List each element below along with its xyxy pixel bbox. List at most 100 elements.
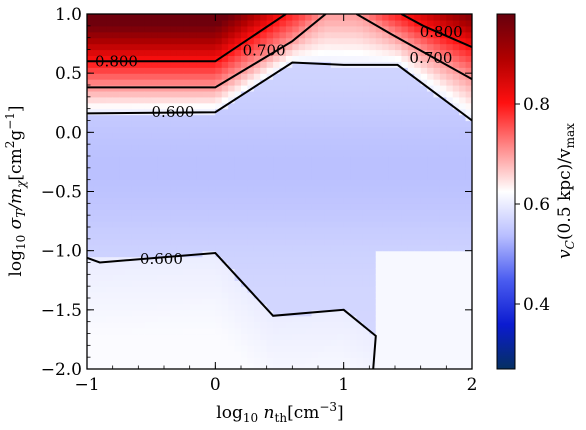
heatmap-cell: [343, 49, 351, 57]
heatmap-cell: [375, 132, 383, 139]
heatmap-cell: [382, 161, 390, 169]
heatmap-cell: [131, 67, 139, 74]
heatmap-cell: [183, 25, 191, 33]
heatmap-cell: [93, 156, 101, 163]
heatmap-cell: [170, 132, 178, 139]
heatmap-cell: [395, 351, 403, 358]
heatmap-cell: [260, 19, 268, 27]
heatmap-cell: [119, 138, 127, 145]
heatmap-cell: [324, 102, 332, 110]
heatmap-cell: [164, 268, 172, 275]
heatmap-cell: [407, 286, 415, 293]
heatmap-cell: [395, 256, 403, 264]
heatmap-cell: [465, 19, 472, 27]
heatmap-cell: [279, 61, 287, 68]
heatmap-cell: [427, 96, 435, 104]
heatmap-cell: [266, 215, 274, 222]
heatmap-cell: [273, 14, 281, 21]
heatmap-cell: [253, 85, 261, 92]
heatmap-cell: [285, 25, 293, 33]
heatmap-cell: [266, 286, 274, 293]
heatmap-cell: [170, 209, 178, 216]
heatmap-cell: [221, 191, 229, 199]
heatmap-cell: [298, 43, 306, 51]
heatmap-cell: [395, 150, 403, 157]
heatmap-cell: [215, 14, 223, 21]
heatmap-cell: [318, 144, 326, 151]
heatmap-cell: [407, 138, 415, 145]
heatmap-cell: [420, 363, 428, 369]
heatmap-cell: [356, 203, 364, 210]
heatmap-cell: [208, 179, 216, 187]
heatmap-cell: [298, 280, 306, 287]
heatmap-cell: [343, 156, 351, 163]
heatmap-cell: [228, 221, 236, 228]
heatmap-cell: [253, 238, 261, 246]
heatmap-cell: [119, 179, 127, 187]
heatmap-cell: [285, 238, 293, 246]
heatmap-cell: [330, 150, 338, 157]
heatmap-cell: [395, 209, 403, 216]
heatmap-cell: [273, 161, 281, 169]
heatmap-cell: [119, 298, 127, 305]
heatmap-cell: [144, 215, 152, 222]
heatmap-cell: [196, 274, 204, 281]
heatmap-cell: [260, 167, 268, 175]
heatmap-cell: [144, 203, 152, 210]
heatmap-cell: [93, 19, 101, 27]
heatmap-cell: [125, 161, 133, 169]
heatmap-cell: [208, 232, 216, 240]
heatmap-cell: [330, 345, 338, 352]
heatmap-cell: [279, 298, 287, 305]
heatmap-cell: [459, 244, 467, 252]
heatmap-cell: [260, 363, 268, 369]
heatmap-cell: [202, 179, 210, 187]
heatmap-cell: [234, 286, 242, 293]
heatmap-cell: [273, 191, 281, 199]
heatmap-cell: [189, 321, 197, 329]
heatmap-cell: [279, 108, 287, 116]
heatmap-cell: [395, 79, 403, 86]
heatmap-cell: [208, 280, 216, 287]
heatmap-cell: [401, 298, 409, 305]
heatmap-cell: [189, 132, 197, 139]
heatmap-cell: [260, 156, 268, 163]
heatmap-cell: [176, 14, 184, 21]
heatmap-cell: [420, 138, 428, 145]
heatmap-cell: [125, 138, 133, 145]
heatmap-cell: [87, 309, 95, 317]
heatmap-cell: [183, 185, 191, 193]
heatmap-cell: [241, 43, 249, 51]
heatmap-cell: [106, 19, 114, 27]
heatmap-cell: [202, 55, 210, 62]
heatmap-cell: [356, 96, 364, 104]
heatmap-cell: [330, 43, 338, 51]
heatmap-cell: [106, 67, 114, 74]
heatmap-cell: [183, 167, 191, 175]
heatmap-cell: [176, 303, 184, 311]
heatmap-cell: [292, 333, 300, 341]
heatmap-cell: [131, 90, 139, 98]
heatmap-cell: [196, 161, 204, 169]
heatmap-cell: [183, 309, 191, 317]
heatmap-cell: [433, 85, 441, 92]
heatmap-cell: [330, 215, 338, 222]
heatmap-cell: [106, 161, 114, 169]
heatmap-cell: [350, 96, 358, 104]
heatmap-cell: [176, 345, 184, 352]
heatmap-cell: [285, 85, 293, 92]
heatmap-cell: [131, 25, 139, 33]
heatmap-cell: [311, 73, 319, 80]
heatmap-cell: [362, 138, 370, 145]
heatmap-cell: [273, 85, 281, 92]
heatmap-cell: [266, 191, 274, 199]
heatmap-cell: [324, 25, 332, 33]
heatmap-cell: [221, 67, 229, 74]
heatmap-cell: [388, 256, 396, 264]
heatmap-cell: [427, 232, 435, 240]
heatmap-cell: [330, 327, 338, 335]
heatmap-cell: [433, 321, 441, 329]
heatmap-cell: [208, 167, 216, 175]
heatmap-cell: [375, 286, 383, 293]
heatmap-cell: [241, 274, 249, 281]
